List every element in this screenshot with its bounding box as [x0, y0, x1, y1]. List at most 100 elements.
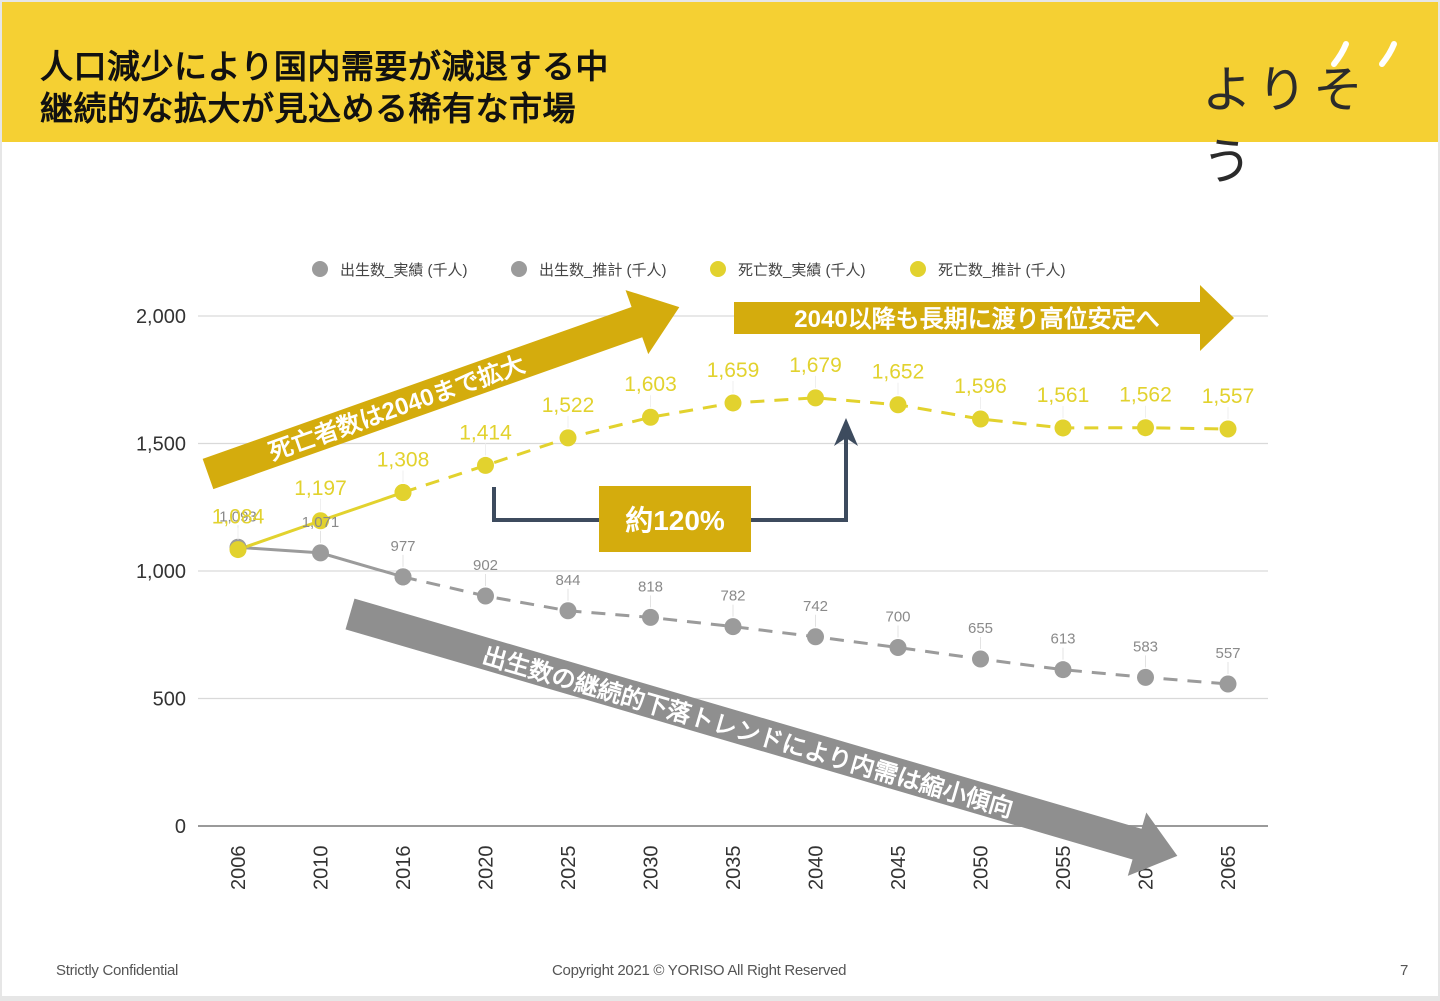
y-axis: 0 500 1,000 1,500 2,000 [136, 306, 186, 838]
legend-marker [511, 261, 527, 277]
legend-label: 出生数_実績 (千人) [340, 262, 468, 279]
x-tick-label: 2045 [888, 846, 910, 891]
data-point [889, 396, 907, 414]
death-data-label: 1,197 [294, 477, 347, 500]
x-tick-label: 2016 [393, 846, 415, 891]
data-point [972, 410, 989, 428]
logo-text: よりそう [1202, 61, 1369, 191]
growth-box: 約120% [599, 486, 751, 552]
growth-box-label: 約120% [625, 504, 725, 536]
data-point [724, 618, 742, 636]
birth-data-label: 655 [968, 620, 993, 637]
death-data-label: 1,659 [707, 359, 760, 382]
data-point [1137, 419, 1154, 437]
death-data-label: 1,603 [624, 373, 677, 396]
birth-data-label: 583 [1133, 638, 1158, 655]
legend: 出生数_実績 (千人) 出生数_推計 (千人) 死亡数_実績 (千人) 死亡数_推計 … [312, 261, 1066, 279]
x-tick-label: 2065 [1218, 846, 1240, 891]
births-decline-arrow: 出生数の継続的下落トレンドにより内需は縮小傾向 [345, 598, 1178, 876]
data-point [1219, 420, 1237, 438]
data-point [394, 568, 412, 586]
y-tick-label: 1,500 [136, 434, 186, 456]
y-tick-label: 1,000 [136, 561, 186, 583]
x-tick-label: 2055 [1053, 846, 1075, 891]
death-data-label: 1,084 [212, 506, 265, 529]
birth-data-label: 613 [1050, 631, 1075, 648]
series-layer [229, 389, 1237, 693]
page-number: 7 [1400, 962, 1409, 979]
birth-data-label: 818 [638, 578, 663, 595]
x-tick-label: 2030 [641, 846, 663, 891]
series-line [402, 396, 1229, 494]
x-axis: 2006 2010 2016 2020 2025 2030 2035 2040 2045 2050… [228, 846, 1240, 891]
birth-data-label: 1,093 [219, 508, 257, 525]
data-labels-layer: 1,093 1,071 977 902 844 818 782 742 700 655 613 583… [212, 354, 1255, 674]
deaths-stable-arrow: 2040以降も長期に渡り高位安定へ [734, 285, 1234, 351]
legend-label: 死亡数_実績 (千人) [738, 262, 866, 279]
birth-data-label: 844 [555, 572, 580, 589]
data-point [642, 408, 659, 426]
deaths-stable-label: 2040以降も長期に渡り高位安定へ [794, 305, 1159, 333]
death-data-label: 1,562 [1119, 384, 1172, 407]
x-tick-label: 2035 [723, 846, 745, 891]
x-tick-label: 2025 [558, 846, 580, 891]
data-point [312, 512, 329, 530]
births-decline-label: 出生数の継続的下落トレンドにより内需は縮小傾向 [479, 642, 1016, 824]
data-point [394, 483, 412, 501]
header-bar: 人口減少により国内需要が減退する中 継続的な拡大が見込める稀有な市場 よりそう [2, 2, 1438, 191]
death-data-label: 1,557 [1202, 385, 1255, 408]
data-point [972, 650, 989, 668]
data-point [642, 608, 659, 626]
death-data-label: 1,561 [1037, 384, 1090, 407]
data-point [477, 587, 494, 605]
title-line-2: 継続的な拡大が見込める稀有な市場 [40, 89, 576, 128]
title-line-1: 人口減少により国内需要が減退する中 [40, 47, 609, 86]
data-point [477, 456, 494, 474]
data-point [807, 628, 824, 646]
legend-label: 出生数_推計 (千人) [539, 262, 667, 279]
death-data-label: 1,414 [459, 421, 512, 444]
logo-accent-icon [1331, 41, 1397, 67]
x-tick-label: 2020 [476, 846, 498, 891]
death-data-label: 1,679 [789, 354, 842, 377]
legend-marker [910, 261, 926, 277]
birth-data-label: 700 [885, 609, 910, 626]
data-point [1054, 661, 1072, 679]
x-tick-label: 2010 [311, 846, 333, 891]
legend-marker [710, 261, 726, 277]
y-tick-label: 500 [153, 689, 186, 711]
data-point [889, 639, 907, 656]
footer-copyright: Copyright 2021 © YORISO All Right Reserv… [552, 962, 847, 979]
deaths-rise-arrow: 死亡者数は2040まで拡大 [202, 290, 680, 490]
data-point [559, 429, 577, 447]
data-point [559, 602, 577, 620]
x-tick-label: 2040 [806, 846, 828, 891]
x-tick-label: 2050 [971, 846, 993, 891]
birth-data-label: 902 [473, 557, 498, 574]
data-point [724, 394, 742, 412]
death-data-label: 1,308 [377, 448, 430, 471]
data-point [312, 544, 329, 562]
birth-data-label: 782 [720, 588, 745, 605]
death-data-label: 1,652 [872, 361, 925, 384]
y-tick-label: 0 [175, 816, 186, 838]
data-point [1219, 675, 1237, 693]
death-data-label: 1,522 [542, 394, 595, 417]
birth-data-label: 742 [803, 598, 828, 615]
x-tick-label: 2006 [228, 846, 250, 891]
death-data-label: 1,596 [954, 375, 1007, 398]
birth-data-label: 977 [390, 538, 415, 555]
birth-data-label: 1,071 [302, 514, 340, 531]
brand-logo: よりそう [1184, 32, 1404, 191]
legend-label: 死亡数_推計 (千人) [938, 262, 1066, 279]
legend-marker [312, 261, 328, 277]
data-point [229, 541, 247, 559]
data-point [1054, 419, 1072, 437]
birth-data-label: 557 [1215, 645, 1240, 662]
data-point [807, 389, 824, 407]
page-title: 人口減少により国内需要が減退する中 継続的な拡大が見込める稀有な市場 [40, 46, 609, 130]
y-tick-label: 2,000 [136, 306, 186, 328]
footer-confidential: Strictly Confidential [56, 962, 179, 979]
